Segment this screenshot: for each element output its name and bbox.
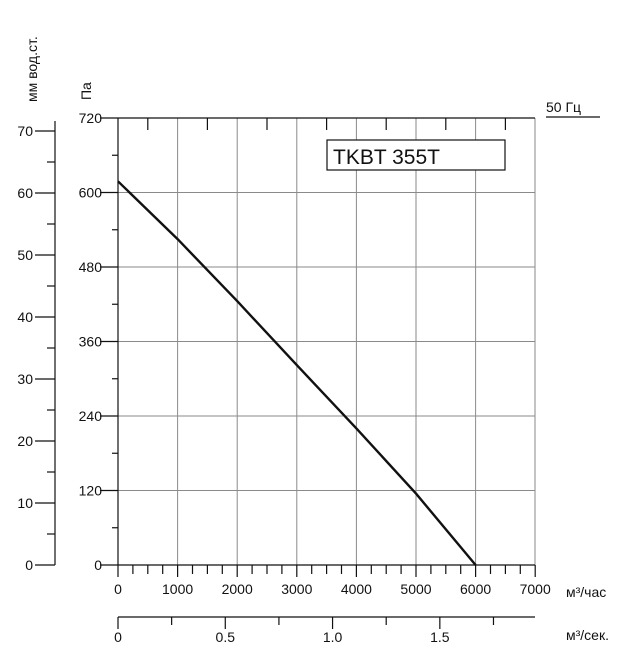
model-label: TKBT 355T [333,146,440,169]
pa-tick-label: 600 [79,185,103,201]
mm-tick-label: 60 [17,185,33,201]
titles: Па мм вод.ст. м³/час м³/сек. TKBT 355T 50 Гц [24,36,609,643]
x-tick-label: 5000 [400,581,431,597]
mm-tick-label: 40 [17,309,33,325]
mm-tick-label: 50 [17,247,33,263]
tick-labels: 0 120 240 360 480 600 720 0 10 20 30 40 50 60 70 0 1000 2… [17,110,551,645]
series [117,180,477,566]
axes [35,117,536,629]
frequency-label: 50 Гц [546,99,581,115]
pa-tick-label: 0 [94,557,102,573]
pa-axis-title: Па [78,82,94,100]
pa-tick-label: 120 [79,483,103,499]
x-tick-label: 2000 [222,581,253,597]
mm-tick-label: 70 [17,123,33,139]
x-axis-unit-m3h: м³/час [566,584,606,600]
pa-tick-label: 240 [79,408,103,424]
x-tick-label: 0 [114,581,122,597]
mm-axis-title: мм вод.ст. [24,36,40,102]
pressure-curve [117,180,477,566]
x2-tick-label: 1.5 [430,629,450,645]
x-axis-unit-m3s: м³/сек. [566,627,609,643]
x-tick-label: 4000 [341,581,372,597]
model-label-box [326,139,506,171]
x-tick-label: 7000 [520,581,551,597]
mm-tick-label: 0 [25,557,33,573]
mm-tick-label: 10 [17,495,33,511]
x2-tick-label: 0 [114,629,122,645]
x2-tick-label: 1.0 [323,629,343,645]
mm-tick-label: 20 [17,433,33,449]
x2-tick-label: 0.5 [216,629,236,645]
x-tick-label: 3000 [281,581,312,597]
pa-tick-label: 480 [79,259,103,275]
pa-tick-label: 720 [79,110,103,126]
x-tick-label: 1000 [162,581,193,597]
mm-tick-label: 30 [17,371,33,387]
grid [118,118,536,565]
pa-tick-label: 360 [79,334,103,350]
x-tick-label: 6000 [460,581,491,597]
